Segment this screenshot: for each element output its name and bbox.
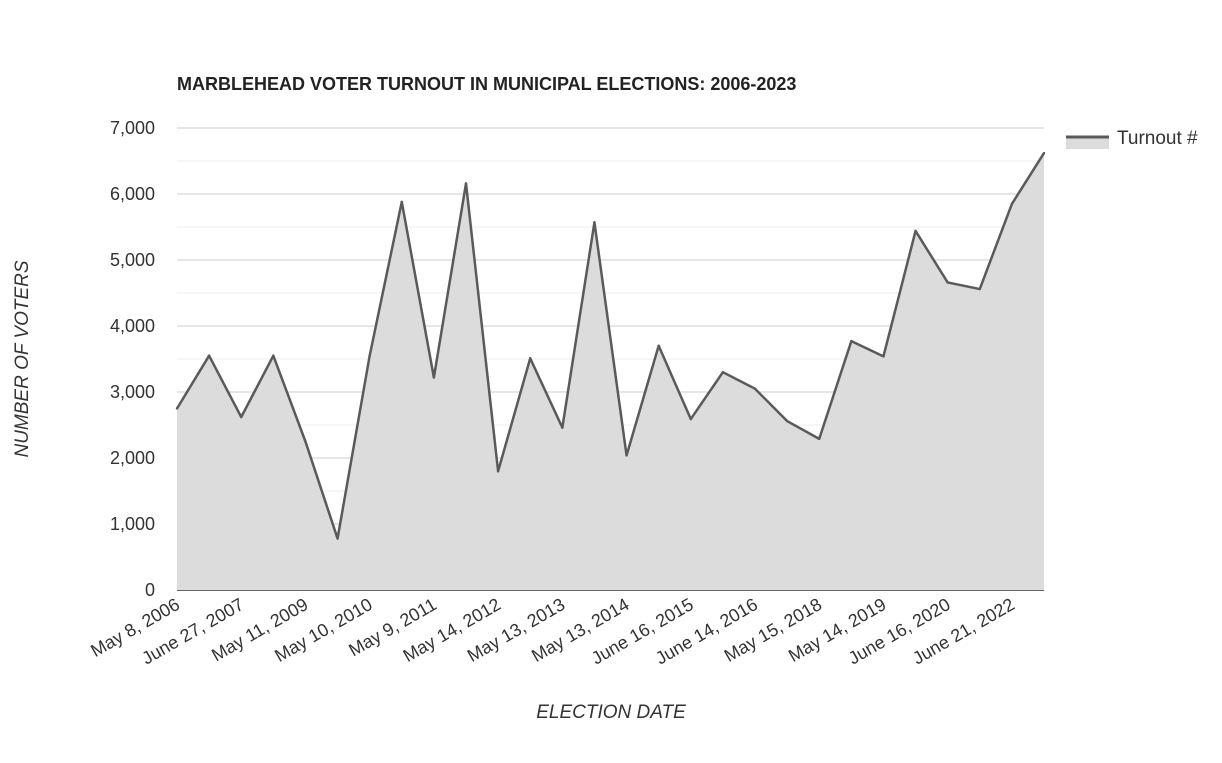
legend-label: Turnout # [1117,128,1198,149]
y-tick-label: 1,000 [110,514,155,534]
y-tick-label: 4,000 [110,316,155,336]
series-line-turnout [175,152,1046,540]
data-point [785,419,789,423]
data-point [464,182,468,185]
y-tick-label: 2,000 [110,448,155,468]
y-tick-label: 7,000 [110,118,155,138]
y-axis-label: NUMBER OF VOTERS [12,260,33,457]
plot-area [175,151,1046,590]
data-point [593,221,596,224]
data-point [850,339,853,343]
x-axis-label: ELECTION DATE [536,702,686,723]
data-point [175,407,179,410]
y-tick-label: 3,000 [110,382,155,402]
series-area-turnout [177,153,1044,590]
data-point [207,354,211,357]
data-point [400,200,403,204]
y-axis-ticks: 0 1,000 2,000 3,000 4,000 5,000 6,000 7,000 [110,118,155,600]
data-point [914,229,917,233]
data-point [1010,202,1014,206]
data-point [272,354,275,357]
y-tick-label: 6,000 [110,184,155,204]
data-point [1042,151,1046,155]
y-tick-label: 5,000 [110,250,155,270]
chart-title: MARBLEHEAD VOTER TURNOUT IN MUNICIPAL EL… [177,74,796,94]
legend: Turnout # [1066,128,1198,149]
y-tick-label: 0 [145,580,155,600]
data-point [368,354,371,357]
data-point [721,371,725,374]
data-point [946,281,949,284]
data-point [978,287,981,291]
data-point [432,376,436,379]
data-point [336,537,339,540]
data-point [753,387,757,390]
data-point [561,426,564,429]
data-point [882,355,885,358]
data-point [304,440,307,443]
data-point [657,344,660,347]
data-point [625,454,628,457]
data-point [689,417,692,421]
data-point [818,437,821,441]
data-point [496,470,500,473]
data-point [240,415,243,419]
legend-swatch [1066,137,1109,149]
data-point [529,357,532,360]
